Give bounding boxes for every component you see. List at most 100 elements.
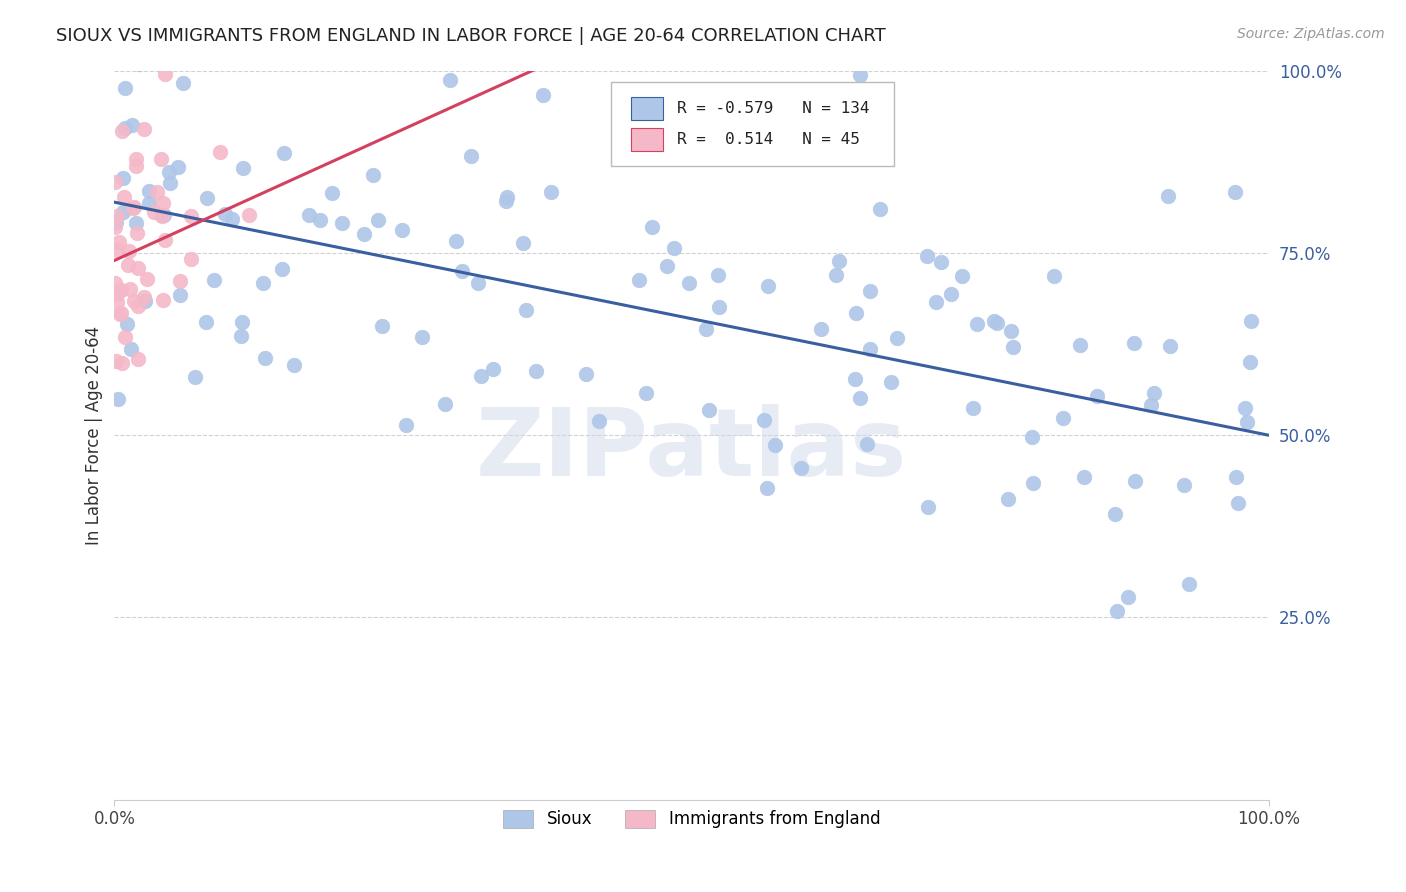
Sioux bbox=[1123, 336, 1146, 351]
Immigrants from England bbox=[122, 201, 145, 215]
Immigrants from England bbox=[105, 287, 128, 301]
Legend: Sioux, Immigrants from England: Sioux, Immigrants from England bbox=[496, 803, 887, 835]
Immigrants from England bbox=[104, 286, 127, 301]
Sioux bbox=[641, 219, 664, 234]
Sioux bbox=[869, 202, 891, 216]
Sioux bbox=[120, 342, 142, 356]
Sioux bbox=[524, 364, 547, 378]
Sioux bbox=[678, 277, 700, 291]
Immigrants from England bbox=[108, 306, 131, 320]
Sioux bbox=[1236, 416, 1258, 430]
Sioux bbox=[1226, 496, 1249, 510]
Sioux bbox=[540, 185, 562, 199]
Sioux bbox=[790, 460, 813, 475]
Immigrants from England bbox=[169, 274, 191, 288]
Sioux bbox=[1085, 389, 1108, 403]
Sioux bbox=[810, 322, 832, 336]
Sioux bbox=[1125, 475, 1147, 489]
Sioux bbox=[125, 216, 148, 230]
Sioux bbox=[138, 185, 160, 199]
Sioux bbox=[451, 264, 474, 278]
Immigrants from England bbox=[125, 159, 148, 173]
Sioux bbox=[1240, 313, 1263, 327]
Sioux bbox=[229, 329, 252, 343]
Immigrants from England bbox=[104, 276, 127, 290]
Sioux bbox=[231, 315, 253, 329]
Sioux bbox=[411, 330, 433, 344]
Immigrants from England bbox=[104, 354, 127, 368]
Immigrants from England bbox=[238, 208, 260, 222]
Sioux bbox=[925, 294, 948, 309]
Immigrants from England bbox=[114, 329, 136, 343]
Sioux bbox=[353, 227, 375, 241]
Immigrants from England bbox=[127, 261, 149, 276]
Sioux bbox=[1223, 186, 1246, 200]
Immigrants from England bbox=[104, 175, 127, 189]
Sioux bbox=[371, 318, 394, 333]
Immigrants from England bbox=[105, 209, 128, 223]
Sioux bbox=[460, 149, 482, 163]
Sioux bbox=[962, 401, 984, 415]
Sioux bbox=[112, 170, 135, 185]
Sioux bbox=[143, 28, 166, 42]
Sioux bbox=[1140, 398, 1163, 412]
Sioux bbox=[1178, 576, 1201, 591]
Immigrants from England bbox=[105, 244, 128, 258]
Bar bbox=[630, 128, 662, 151]
Sioux bbox=[917, 500, 939, 514]
Sioux bbox=[1225, 469, 1247, 483]
Sioux bbox=[128, 57, 150, 71]
Sioux bbox=[844, 372, 866, 386]
Immigrants from England bbox=[125, 227, 148, 241]
Sioux bbox=[1042, 268, 1064, 283]
Sioux bbox=[515, 303, 537, 318]
Sioux bbox=[330, 215, 353, 229]
Sioux bbox=[575, 368, 598, 382]
Immigrants from England bbox=[180, 209, 202, 223]
Sioux bbox=[159, 176, 181, 190]
Immigrants from England bbox=[127, 299, 149, 313]
Sioux bbox=[828, 254, 851, 268]
Sioux bbox=[1159, 339, 1181, 353]
Immigrants from England bbox=[208, 145, 231, 159]
Sioux bbox=[859, 342, 882, 356]
Sioux bbox=[1021, 430, 1043, 444]
Sioux bbox=[204, 273, 226, 287]
Sioux bbox=[997, 492, 1019, 507]
Immigrants from England bbox=[105, 295, 128, 310]
Immigrants from England bbox=[110, 306, 132, 320]
Immigrants from England bbox=[112, 190, 135, 204]
Sioux bbox=[232, 161, 254, 176]
Sioux bbox=[107, 392, 129, 406]
Sioux bbox=[252, 277, 274, 291]
Sioux bbox=[636, 385, 658, 400]
Sioux bbox=[434, 396, 457, 410]
Text: R =  0.514   N = 45: R = 0.514 N = 45 bbox=[676, 132, 859, 147]
Sioux bbox=[180, 53, 202, 67]
Sioux bbox=[439, 72, 461, 87]
Sioux bbox=[104, 215, 127, 229]
Text: Source: ZipAtlas.com: Source: ZipAtlas.com bbox=[1237, 27, 1385, 41]
Sioux bbox=[931, 254, 953, 268]
Immigrants from England bbox=[132, 290, 155, 304]
Sioux bbox=[531, 88, 554, 103]
Immigrants from England bbox=[118, 244, 141, 258]
Text: R = -0.579   N = 134: R = -0.579 N = 134 bbox=[676, 101, 869, 116]
Immigrants from England bbox=[110, 283, 132, 297]
Sioux bbox=[495, 194, 517, 208]
Immigrants from England bbox=[152, 293, 174, 307]
Sioux bbox=[1105, 604, 1128, 618]
Sioux bbox=[849, 392, 872, 406]
Sioux bbox=[194, 315, 217, 329]
Immigrants from England bbox=[143, 205, 166, 219]
Sioux bbox=[880, 375, 903, 389]
Sioux bbox=[1157, 189, 1180, 203]
Sioux bbox=[845, 306, 868, 320]
Sioux bbox=[1000, 324, 1022, 338]
Sioux bbox=[1233, 401, 1256, 416]
Sioux bbox=[214, 207, 236, 221]
Sioux bbox=[1073, 469, 1095, 483]
Sioux bbox=[1173, 477, 1195, 491]
Sioux bbox=[1022, 476, 1045, 491]
Sioux bbox=[1002, 340, 1025, 354]
